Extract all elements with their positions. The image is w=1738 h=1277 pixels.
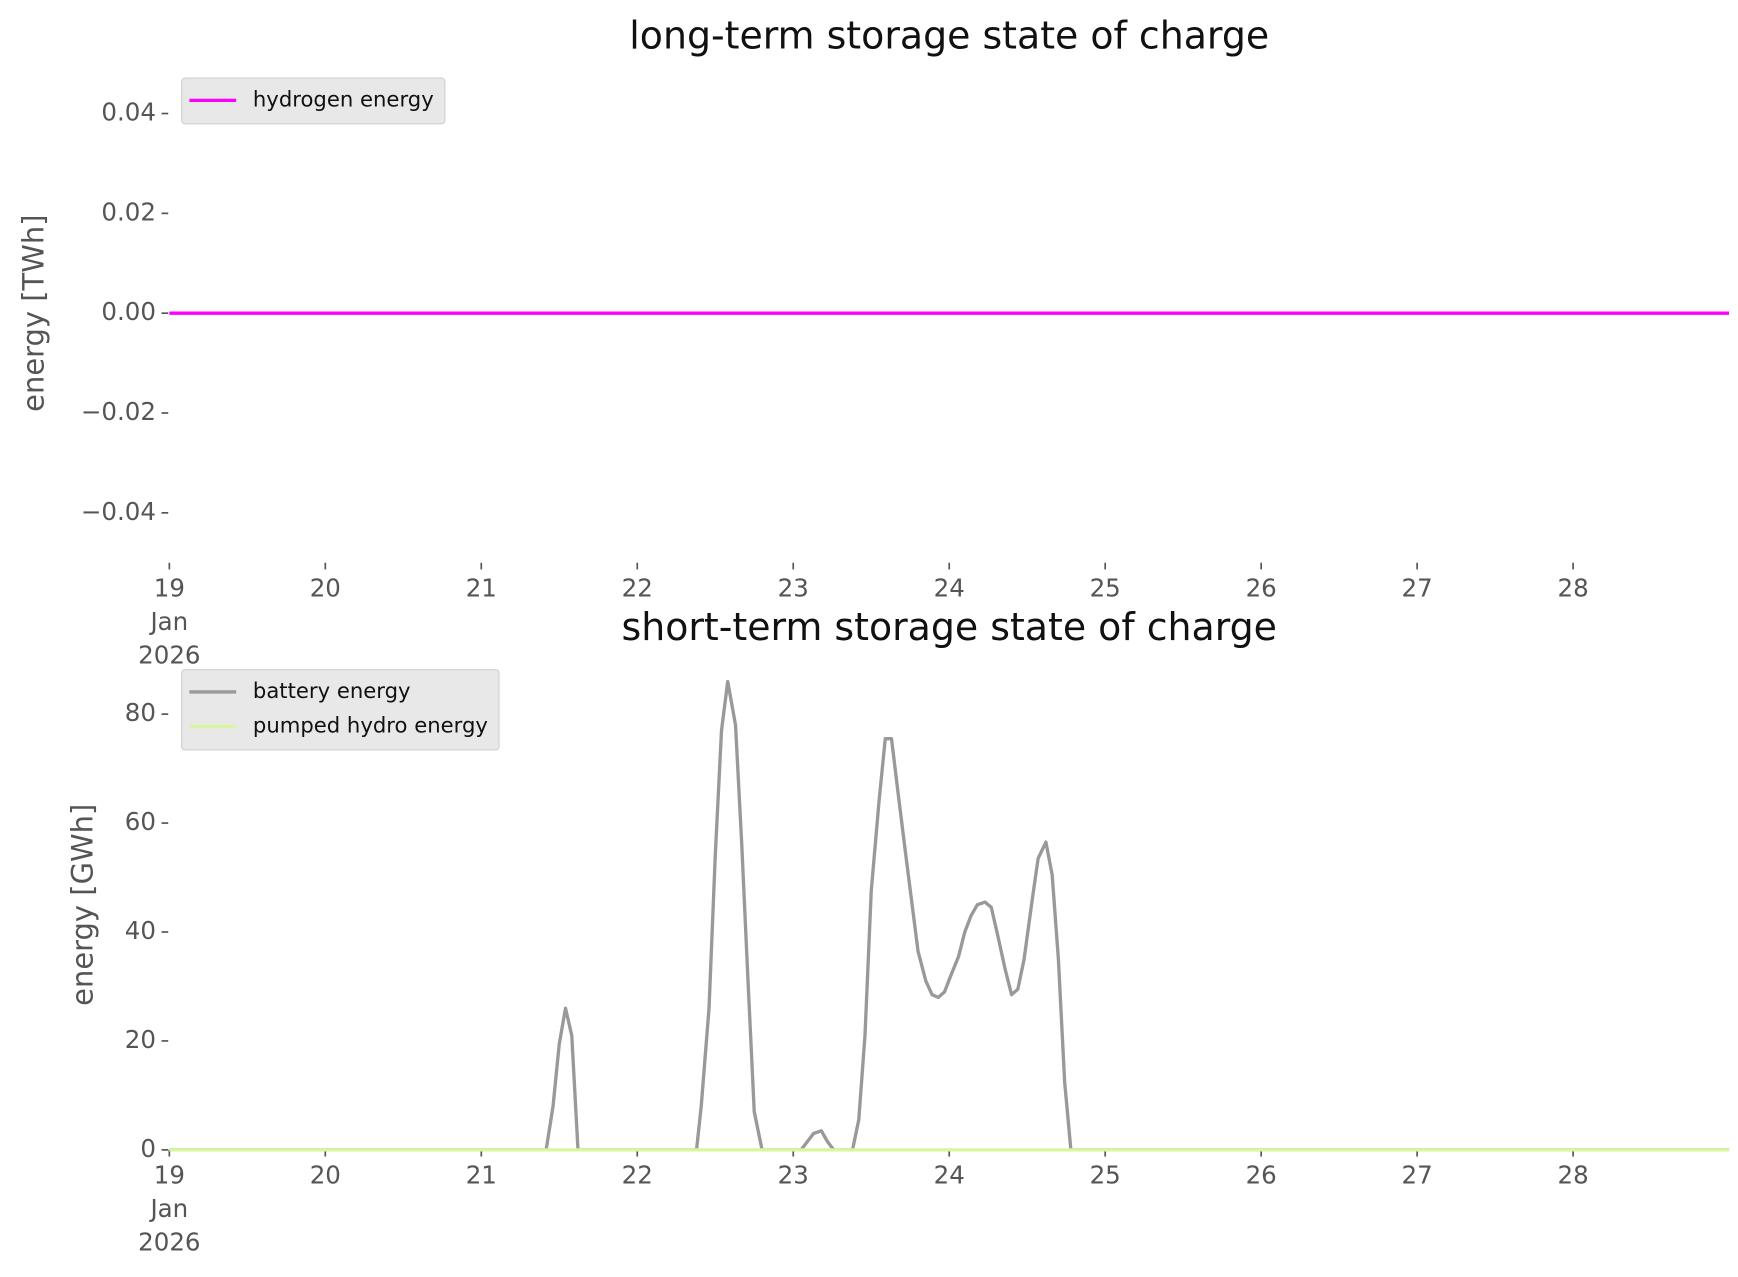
y-axis-label: energy [TWh] (17, 215, 51, 412)
x-tick-label: 23 (778, 573, 809, 602)
x-tick-label: 28 (1558, 573, 1589, 602)
y-tick-label: 60 (125, 807, 156, 836)
x-tick-label: 20 (310, 1161, 341, 1190)
y-tick-label: 80 (125, 698, 156, 727)
x-tick-label: 26 (1246, 573, 1277, 602)
x-tick-label: 22 (622, 1161, 653, 1190)
x-tick-label: 27 (1402, 1161, 1433, 1190)
x-tick-label: 26 (1246, 1161, 1277, 1190)
y-tick-label: −0.02 (81, 397, 156, 426)
legend-label: battery energy (253, 678, 411, 703)
x-tick-label: 21 (466, 573, 497, 602)
x-tick-label: 27 (1402, 573, 1433, 602)
x-tick-label: 19 Jan 2026 (138, 573, 200, 669)
y-tick-label: 20 (125, 1025, 156, 1054)
legend-label: pumped hydro energy (253, 713, 488, 738)
x-tick-label: 19 Jan 2026 (138, 1161, 200, 1257)
y-tick-label: 0.00 (101, 297, 156, 326)
x-tick-label: 22 (622, 573, 653, 602)
series-line (169, 679, 1730, 1152)
y-tick-label: −0.04 (81, 497, 156, 526)
chart-title: long-term storage state of charge (629, 13, 1269, 57)
legend-box (181, 77, 446, 125)
x-tick-label: 23 (778, 1161, 809, 1190)
legend: battery energy pumped hydro energy (181, 669, 500, 751)
x-tick-label: 28 (1558, 1161, 1589, 1190)
y-axis-label: energy [GWh] (66, 804, 100, 1006)
x-tick-label: 25 (1090, 1161, 1121, 1190)
chart-title: short-term storage state of charge (621, 605, 1276, 649)
legend-box (181, 669, 500, 751)
x-tick-label: 25 (1090, 573, 1121, 602)
y-tick-label: 0.02 (101, 197, 156, 226)
x-tick-label: 24 (934, 573, 965, 602)
x-tick-label: 20 (310, 573, 341, 602)
y-tick-label: 40 (125, 916, 156, 945)
y-tick-label: 0 (140, 1134, 156, 1163)
x-tick-label: 21 (466, 1161, 497, 1190)
x-tick-label: 24 (934, 1161, 965, 1190)
legend-label: hydrogen energy (253, 86, 434, 111)
y-tick-label: 0.04 (101, 98, 156, 127)
legend: hydrogen energy (181, 77, 446, 125)
